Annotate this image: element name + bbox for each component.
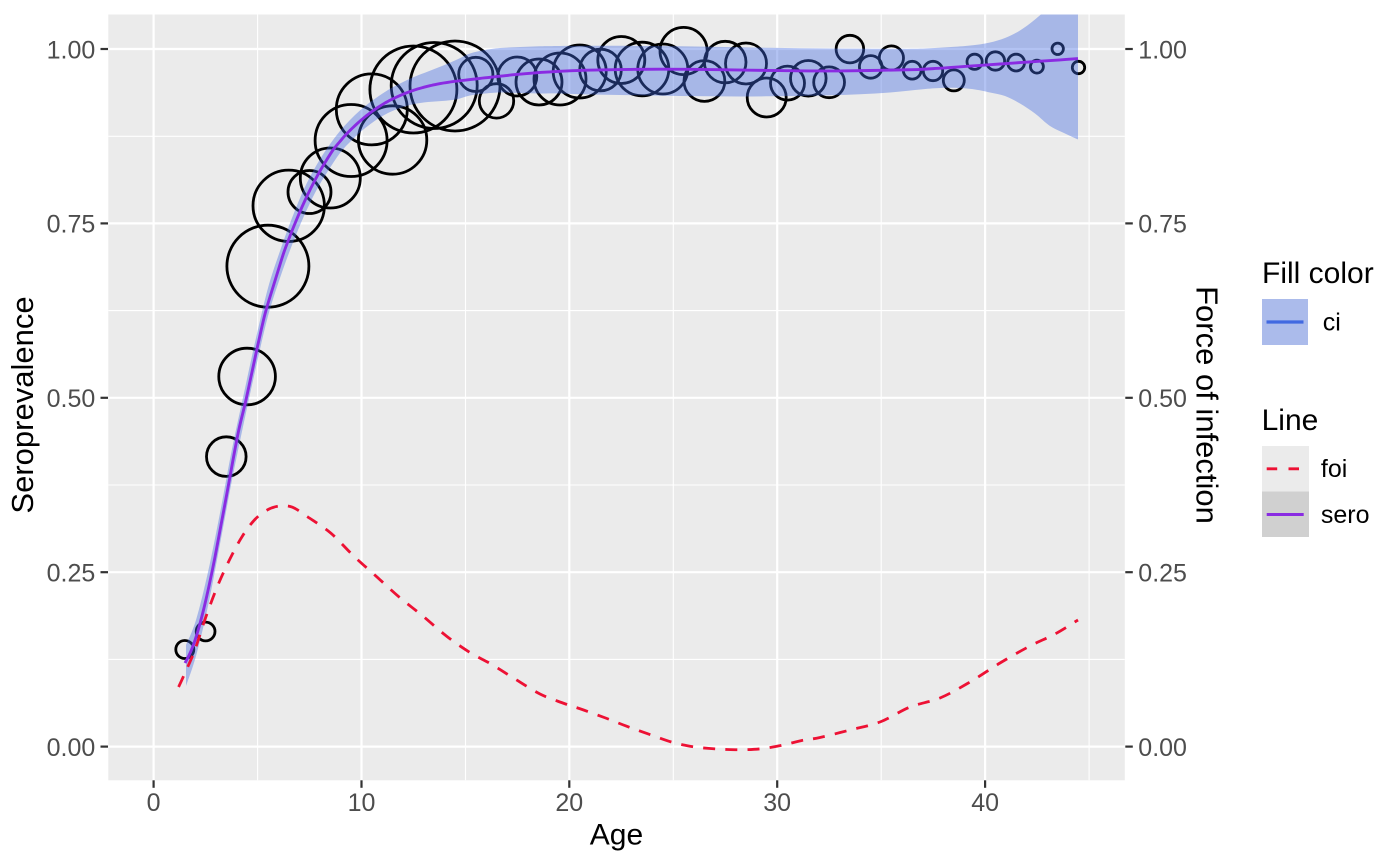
- svg-text:foi: foi: [1321, 455, 1347, 483]
- svg-text:Seroprevalence: Seroprevalence: [5, 296, 40, 513]
- svg-text:0: 0: [147, 789, 161, 817]
- svg-text:20: 20: [555, 789, 583, 817]
- svg-text:0.50: 0.50: [1138, 385, 1187, 413]
- svg-text:10: 10: [348, 789, 376, 817]
- svg-text:ci: ci: [1323, 308, 1341, 336]
- svg-text:0.25: 0.25: [47, 560, 96, 588]
- svg-text:0.00: 0.00: [47, 734, 96, 762]
- svg-text:30: 30: [763, 789, 791, 817]
- svg-text:40: 40: [971, 789, 999, 817]
- svg-text:1.00: 1.00: [47, 36, 96, 64]
- svg-text:0.25: 0.25: [1138, 560, 1187, 588]
- svg-text:0.75: 0.75: [1138, 211, 1187, 239]
- svg-text:Age: Age: [590, 818, 643, 851]
- svg-text:Line: Line: [1262, 404, 1319, 437]
- svg-text:0.75: 0.75: [47, 211, 96, 239]
- svg-text:0.00: 0.00: [1138, 734, 1187, 762]
- svg-text:sero: sero: [1321, 501, 1370, 529]
- svg-text:Force of infection: Force of infection: [1190, 286, 1225, 524]
- svg-text:Fill color: Fill color: [1262, 257, 1374, 290]
- svg-text:0.50: 0.50: [47, 385, 96, 413]
- svg-text:1.00: 1.00: [1138, 36, 1187, 64]
